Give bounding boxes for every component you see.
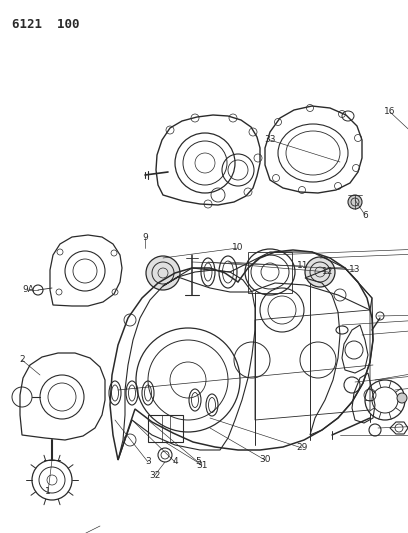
Text: 3: 3 [145,457,151,466]
Text: 4: 4 [172,457,178,466]
Text: 5: 5 [195,457,201,466]
Text: 11: 11 [297,262,309,271]
Text: 13: 13 [349,265,361,274]
Circle shape [397,393,407,403]
Text: 9A: 9A [22,286,34,295]
Circle shape [348,195,362,209]
Text: 12: 12 [322,268,334,277]
Ellipse shape [305,257,335,287]
Text: 29: 29 [296,443,308,453]
Text: 9: 9 [142,233,148,243]
Text: 6: 6 [362,211,368,220]
Text: 30: 30 [259,456,271,464]
Text: 1: 1 [45,488,51,497]
Text: 6121  100: 6121 100 [12,18,80,31]
Text: 16: 16 [384,108,396,117]
Text: 31: 31 [196,461,208,470]
Text: 10: 10 [232,244,244,253]
Text: 2: 2 [19,356,25,365]
Text: 33: 33 [264,135,276,144]
Circle shape [146,256,180,290]
Text: 32: 32 [149,471,161,480]
